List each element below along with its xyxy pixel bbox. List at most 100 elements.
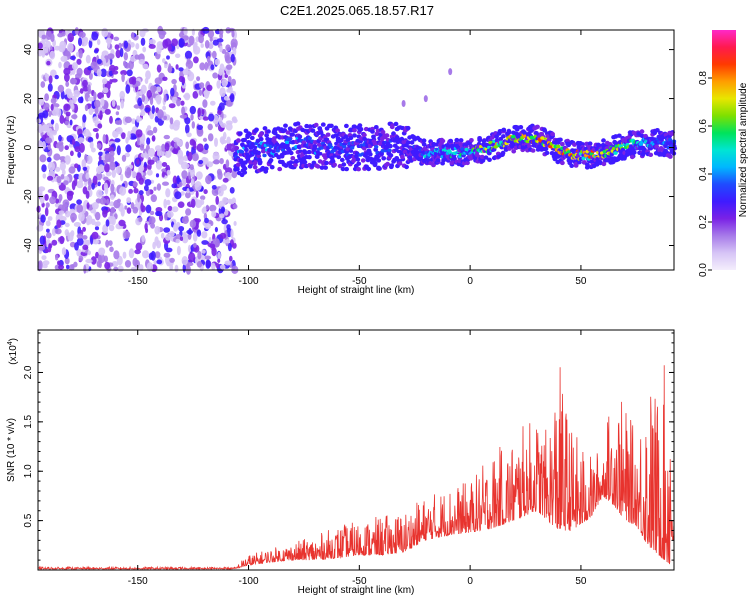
snr-frame — [37, 329, 675, 571]
spectrogram-cell — [80, 37, 88, 47]
spectrogram-cell — [41, 34, 47, 40]
spectrogram-cell — [494, 134, 499, 139]
spectrogram-cell — [376, 158, 382, 163]
spectrogram-cell — [184, 50, 193, 60]
spectrogram-cell — [97, 123, 103, 129]
spectrogram-cell — [91, 31, 99, 41]
spectrogram-cell — [330, 159, 336, 164]
spectrogram-cell — [174, 264, 179, 273]
spectrogram-cell — [229, 255, 233, 262]
spectrogram-cell — [208, 236, 212, 244]
spectrogram-cell — [120, 207, 125, 217]
spectrogram-cell — [87, 250, 92, 256]
figure-title: C2E1.2025.065.18.57.R17 — [280, 3, 434, 18]
spectrogram-cell — [162, 105, 167, 111]
spectrogram-cell — [131, 135, 137, 140]
spectrogram-cell — [155, 210, 161, 217]
spectrogram-cell — [388, 143, 393, 149]
spectrogram-cell — [272, 128, 277, 133]
spectrogram-cell — [501, 127, 507, 132]
spectrogram-cell — [144, 107, 151, 113]
spectrogram-cell — [163, 198, 167, 209]
spectrogram-cell — [38, 186, 46, 192]
spectrogram-cell — [222, 131, 227, 140]
spectrogram-cell — [118, 219, 126, 227]
spectrogram-cell — [116, 105, 121, 110]
spectrogram-cell — [211, 210, 217, 218]
spectrogram-cell — [73, 89, 80, 98]
spectrogram-cell — [228, 199, 235, 205]
spectrogram-cell — [136, 136, 140, 146]
spectrogram-cell — [269, 165, 275, 170]
spectrogram-cell — [100, 68, 107, 78]
spectrogram-cell — [133, 188, 139, 194]
spectrogram-cell — [217, 109, 222, 115]
spectrogram-cell — [126, 167, 132, 176]
spectrogram-cell — [178, 38, 185, 48]
spectrogram-cell — [185, 66, 189, 76]
spectrogram-cell — [41, 202, 45, 208]
spectrogram-cell — [176, 98, 181, 107]
spectrogram-cell — [141, 94, 146, 103]
spectrogram-cell — [58, 44, 66, 53]
spectrogram-cell — [197, 250, 202, 260]
spectrogram-cell — [57, 260, 61, 266]
spectrogram-cell — [141, 234, 145, 243]
spectrogram-cell — [357, 123, 363, 128]
spectrogram-cell — [454, 137, 460, 143]
spectrogram-cell — [225, 159, 230, 169]
spectrogram-cell — [102, 209, 108, 218]
spectrogram-cell — [163, 134, 170, 140]
spectrogram-cell — [147, 147, 156, 157]
x-tick-label: 50 — [575, 576, 587, 587]
spectrogram-cell — [139, 111, 146, 116]
spectrogram-cell — [336, 154, 342, 160]
spectrogram-cell — [70, 150, 74, 157]
spectrogram-cell — [381, 156, 387, 161]
spectrogram-cell — [203, 89, 210, 99]
spectrogram-cell — [110, 194, 115, 200]
spectrogram-cell — [210, 100, 216, 106]
spectrogram-cell — [259, 131, 264, 136]
spectrogram-cell — [58, 264, 65, 270]
spectrogram-cell — [96, 143, 102, 149]
spectrogram-cell — [161, 143, 166, 152]
spectrogram-cell — [225, 44, 231, 52]
spectrogram-cell — [106, 198, 110, 205]
spectrogram-cell — [613, 134, 619, 139]
spectrogram-cell — [160, 232, 165, 239]
spectrogram-cell — [208, 113, 215, 122]
spectrogram-cell — [119, 186, 127, 196]
spectrogram-cell — [135, 43, 140, 50]
spectrogram-cell — [209, 204, 217, 212]
spectrogram-cell — [66, 91, 73, 99]
spectrogram-cell — [204, 61, 209, 71]
spectrogram-cell — [147, 159, 155, 165]
spectrogram-cell — [195, 218, 201, 223]
spectrogram-cell — [639, 129, 645, 134]
spectrogram-cell — [217, 171, 223, 180]
spectrogram-cell — [164, 212, 168, 221]
spectrogram-cell — [391, 131, 396, 136]
spectrogram-cell — [212, 39, 219, 46]
spectrogram-cell — [111, 78, 118, 83]
spectrogram-cell — [556, 144, 561, 149]
spectrogram-cell — [393, 121, 399, 127]
spectrogram-cell — [151, 105, 155, 115]
spectrogram-cell — [344, 166, 349, 172]
spectrogram-cell — [207, 29, 215, 39]
spectrogram-cell — [219, 158, 224, 165]
spectrogram-cell — [169, 264, 174, 271]
spectrogram-cell — [89, 141, 94, 149]
spectrogram-cell — [226, 224, 231, 230]
spectrogram-cell — [152, 126, 158, 134]
colorbar-tick-label: 0.2 — [698, 215, 709, 229]
spectrogram-cell — [165, 247, 173, 253]
spectrogram-cell — [126, 197, 132, 204]
spectrogram-cell — [208, 41, 214, 50]
spectrogram-cell — [315, 164, 321, 169]
spectrogram-cell — [54, 122, 59, 132]
spectrogram-cell — [192, 91, 199, 99]
spectrogram-cell — [123, 230, 131, 239]
snr-y-ticks: 0.5 1.0 1.5 2.0 — [23, 332, 674, 561]
